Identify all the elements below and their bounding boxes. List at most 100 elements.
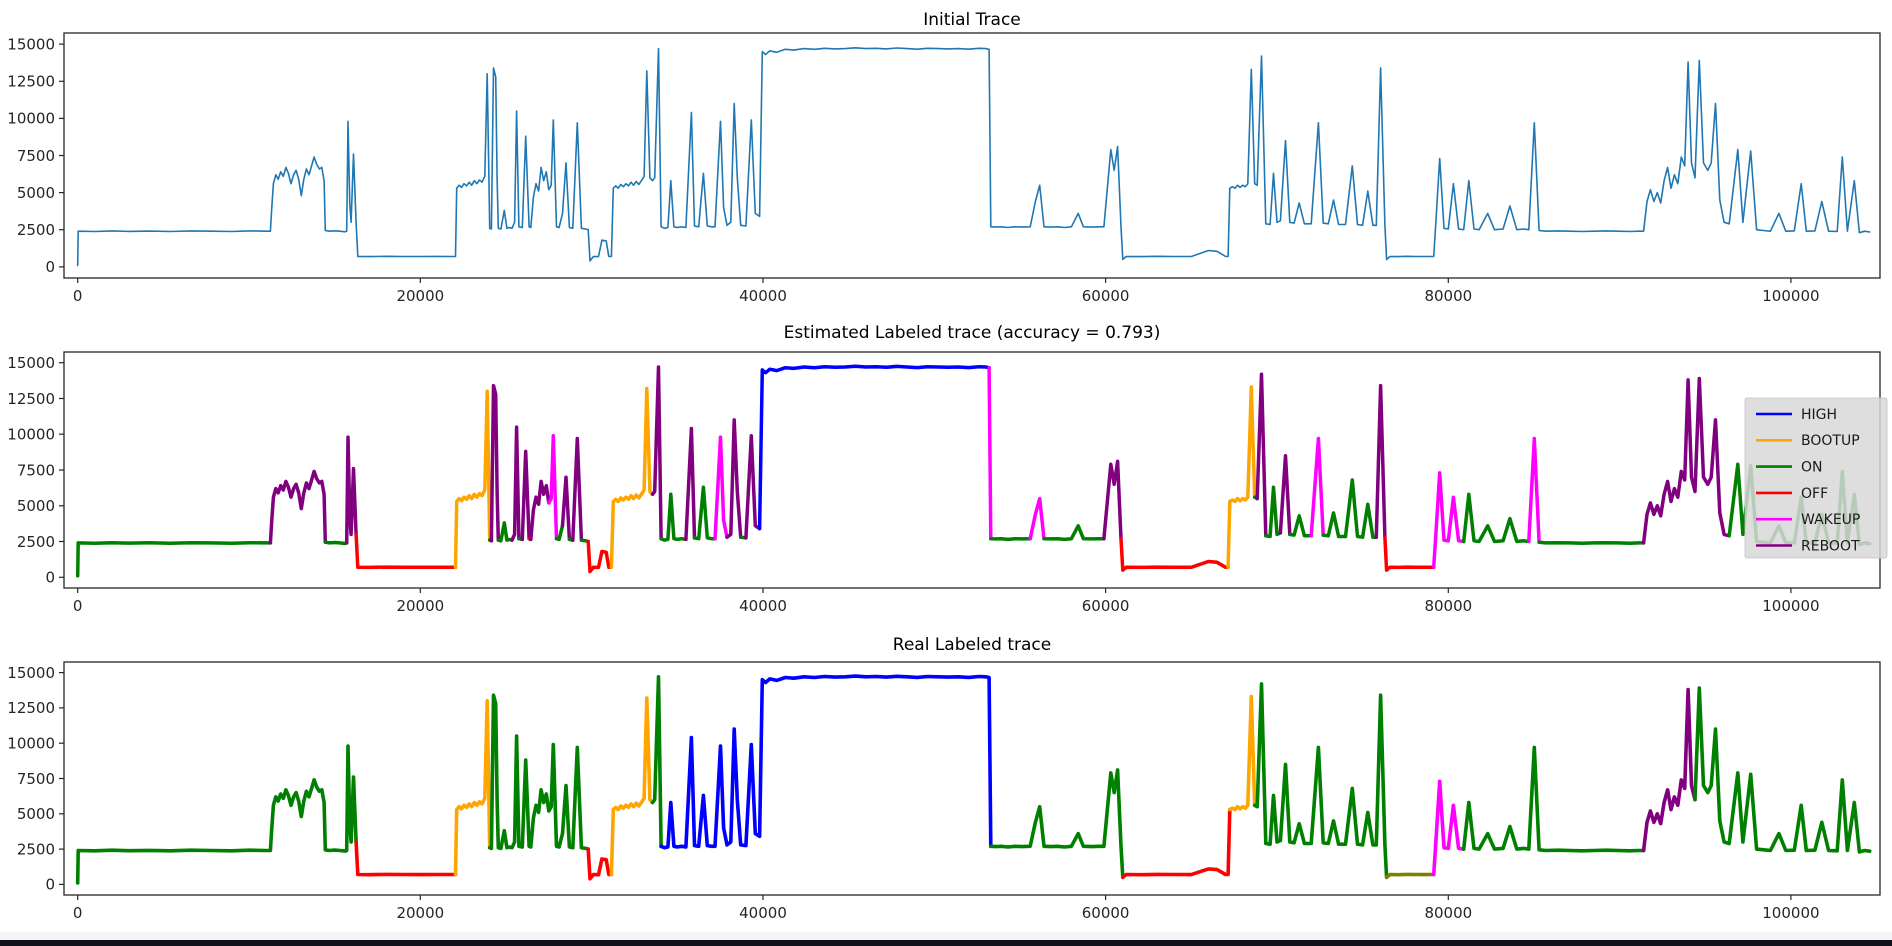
x-tick-label: 80000 xyxy=(1424,904,1472,922)
legend: HIGH BOOTUP ON OFF WAKEUP REBOOT xyxy=(1744,397,1888,559)
subplot-real-labeled-trace: Real Labeled trace 0 20000 40000 60000 80000… xyxy=(0,620,1892,946)
trace-segment-on xyxy=(1288,514,1313,538)
x-tick-label: 80000 xyxy=(1424,597,1472,615)
trace-segment-wakeup xyxy=(713,435,729,541)
y-tick-label: 12500 xyxy=(7,390,55,408)
trace-segment-on xyxy=(1042,524,1106,542)
trace-segment-reboot xyxy=(1278,453,1292,537)
trace-segment-reboot xyxy=(744,433,762,540)
trace-segment-off xyxy=(586,847,614,881)
trace-segment-reboot xyxy=(571,436,584,542)
trace-segment-on xyxy=(1537,540,1646,545)
trace-segment-on xyxy=(692,485,717,541)
x-tick-label: 0 xyxy=(73,904,83,922)
legend-label-off: OFF xyxy=(1801,486,1828,502)
trace-segment-bootup xyxy=(1226,385,1257,570)
y-tick-label: 5000 xyxy=(17,184,55,202)
x-tick-label: 40000 xyxy=(739,597,787,615)
real-labeled-trace-plot: 0 20000 40000 60000 80000 100000 0 2500 5000 7500… xyxy=(7,661,1881,922)
trace-segment-on xyxy=(1321,478,1379,539)
trace-segment-reboot xyxy=(510,425,521,542)
x-tick-label: 60000 xyxy=(1082,287,1130,305)
trace-segment-wakeup xyxy=(987,365,993,541)
trace-segment-reboot xyxy=(529,479,551,542)
x-tick-label: 100000 xyxy=(1762,287,1819,305)
trace-segment-bootup xyxy=(453,389,492,570)
x-tick-label: 60000 xyxy=(1082,597,1130,615)
x-tick-label: 20000 xyxy=(396,287,444,305)
x-tick-label: 100000 xyxy=(1762,597,1819,615)
legend-label-on: ON xyxy=(1801,460,1823,476)
y-tick-label: 0 xyxy=(45,876,55,894)
trace-segment-off xyxy=(354,532,458,570)
y-tick-label: 5000 xyxy=(17,805,55,823)
y-tick-label: 2500 xyxy=(17,533,55,551)
trace-segment-on xyxy=(988,768,1125,880)
trace-segment-on xyxy=(323,540,349,546)
y-tick-label: 2500 xyxy=(17,221,55,239)
trace-segment-bootup xyxy=(609,696,655,877)
x-tick-label: 40000 xyxy=(739,904,787,922)
plot-title-real-labeled-trace: Real Labeled trace xyxy=(892,635,1052,655)
y-tick-label: 10000 xyxy=(7,734,55,752)
subplot-estimated-labeled-trace: Estimated Labeled trace (accuracy = 0.79… xyxy=(0,310,1892,620)
trace-segment-off xyxy=(586,539,614,574)
x-tick-label: 20000 xyxy=(396,904,444,922)
trace-segment-bootup xyxy=(1228,694,1257,812)
trace-segment-reboot xyxy=(489,383,501,543)
trace-segment-wakeup xyxy=(547,433,559,541)
trace-segment-on xyxy=(496,521,514,543)
legend-label-reboot: REBOOT xyxy=(1801,538,1860,554)
subplot-initial-trace: Initial Trace 0 20000 40000 60000 80000 10000… xyxy=(0,0,1892,310)
trace-segment-reboot xyxy=(1641,376,1731,545)
trace-segment-trace xyxy=(76,46,1871,267)
trace-segment-on xyxy=(75,744,358,885)
trace-segment-off xyxy=(1121,807,1232,880)
trace-segment-on xyxy=(75,540,273,578)
y-tick-label: 7500 xyxy=(17,147,55,165)
trace-segment-reboot xyxy=(1374,383,1387,539)
axes-spines xyxy=(63,661,1881,896)
bottom-margin-strip xyxy=(0,932,1892,940)
y-tick-label: 15000 xyxy=(7,35,55,53)
y-tick-label: 7500 xyxy=(17,461,55,479)
axes-spines xyxy=(63,32,1881,279)
trace-segment-on xyxy=(554,524,565,542)
trace-segment-high xyxy=(659,674,993,850)
x-tick-label: 80000 xyxy=(1424,287,1472,305)
trace-segment-on xyxy=(659,492,688,542)
trace-segment-reboot xyxy=(725,418,743,539)
y-tick-label: 5000 xyxy=(17,497,55,515)
y-tick-label: 7500 xyxy=(17,770,55,788)
trace-segment-on xyxy=(989,536,1032,542)
y-tick-label: 15000 xyxy=(7,664,55,682)
trace-segment-reboot xyxy=(560,475,572,542)
trace-segment-reboot xyxy=(268,469,328,545)
x-tick-label: 60000 xyxy=(1082,904,1130,922)
x-tick-label: 100000 xyxy=(1762,904,1819,922)
y-tick-label: 10000 xyxy=(7,425,55,443)
trace-segment-off xyxy=(354,840,458,877)
estimated-labeled-trace-plot: 0 20000 40000 60000 80000 100000 0 2500 5000 7500… xyxy=(7,351,1888,615)
trace-segment-on xyxy=(1264,485,1283,539)
y-tick-label: 15000 xyxy=(7,354,55,372)
trace-segment-on xyxy=(650,674,663,849)
trace-segment-bootup xyxy=(453,699,492,877)
trace-segment-off xyxy=(1119,536,1230,572)
trace-segment-reboot xyxy=(1255,372,1268,538)
x-tick-label: 20000 xyxy=(396,597,444,615)
trace-segment-reboot xyxy=(1641,687,1697,853)
trace-segment-wakeup xyxy=(1431,779,1466,877)
trace-segment-off xyxy=(1383,535,1436,572)
trace-segment-reboot xyxy=(1102,459,1123,541)
trace-segment-on xyxy=(1461,745,1646,853)
initial-trace-plot: 0 20000 40000 60000 80000 100000 0 2500 5000 7500… xyxy=(7,32,1881,305)
trace-segment-high xyxy=(757,364,991,531)
bottom-window-edge xyxy=(0,940,1892,946)
y-tick-label: 2500 xyxy=(17,840,55,858)
trace-segment-on xyxy=(487,693,591,851)
y-tick-label: 10000 xyxy=(7,110,55,128)
y-tick-label: 12500 xyxy=(7,699,55,717)
trace-segment-wakeup xyxy=(1309,436,1325,538)
trace-segment-on xyxy=(1461,492,1531,544)
